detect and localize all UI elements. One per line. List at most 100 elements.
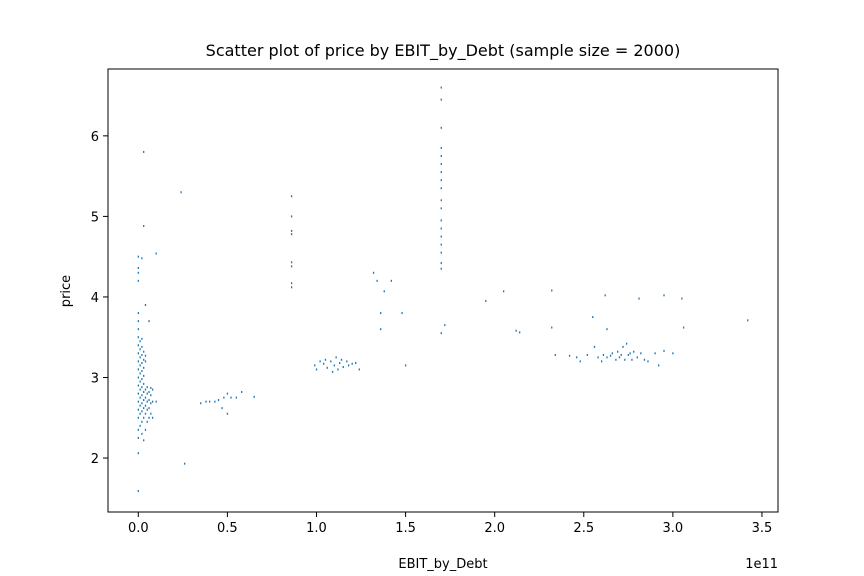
data-point — [290, 286, 293, 289]
data-point — [146, 420, 148, 423]
data-point — [624, 358, 626, 361]
data-point — [214, 400, 216, 403]
data-point — [579, 360, 581, 363]
data-point — [151, 388, 154, 391]
data-point — [141, 370, 143, 373]
data-point — [137, 352, 139, 355]
x-axis-offset-label: 1e11 — [745, 557, 778, 572]
data-point — [638, 297, 640, 300]
data-point — [602, 353, 605, 356]
data-point — [380, 328, 382, 331]
data-point — [141, 394, 143, 397]
data-point — [620, 353, 622, 356]
data-point — [137, 312, 139, 315]
data-point — [331, 370, 334, 373]
data-point — [342, 366, 344, 369]
data-point — [143, 358, 145, 361]
data-point — [151, 416, 154, 419]
data-point — [144, 354, 147, 357]
data-point — [597, 356, 599, 359]
data-point — [636, 356, 638, 359]
data-point — [600, 360, 603, 363]
data-point — [139, 364, 141, 367]
data-point — [139, 404, 141, 407]
data-point — [148, 416, 150, 419]
scatter-points — [137, 86, 749, 493]
data-point — [440, 126, 442, 129]
data-point — [144, 404, 147, 407]
data-point — [358, 368, 360, 371]
data-point — [144, 396, 147, 399]
data-point — [137, 271, 139, 274]
data-point — [143, 350, 145, 353]
data-point — [346, 360, 348, 363]
data-point — [139, 412, 141, 415]
data-point — [137, 376, 139, 379]
data-point — [290, 215, 293, 218]
data-point — [137, 428, 139, 431]
data-point — [401, 312, 403, 315]
data-point — [440, 227, 442, 230]
data-point — [146, 392, 148, 395]
x-tick-label: 0.5 — [217, 521, 238, 536]
data-point — [144, 360, 147, 363]
x-tick-label: 0.0 — [128, 521, 149, 536]
data-point — [631, 358, 633, 361]
data-point — [376, 279, 378, 282]
data-point — [205, 400, 207, 403]
x-tick-label: 1.0 — [306, 521, 327, 536]
data-point — [681, 297, 683, 300]
data-point — [137, 266, 139, 269]
data-point — [502, 290, 505, 293]
data-point — [440, 243, 442, 246]
data-point — [143, 407, 145, 410]
data-point — [440, 207, 442, 210]
data-point — [139, 388, 141, 391]
data-point — [137, 328, 139, 331]
data-point — [139, 396, 141, 399]
data-point — [440, 219, 442, 222]
data-point — [143, 374, 145, 377]
data-point — [625, 342, 628, 345]
data-point — [146, 408, 148, 411]
data-point — [137, 368, 139, 371]
data-point — [663, 349, 665, 352]
data-point — [141, 410, 143, 413]
y-axis: 2 3 4 5 6 — [91, 130, 108, 467]
data-point — [184, 462, 186, 465]
data-point — [440, 163, 442, 166]
data-point — [554, 353, 556, 356]
data-point — [137, 400, 139, 403]
data-point — [141, 353, 143, 356]
data-point — [143, 439, 145, 442]
data-point — [576, 356, 578, 359]
x-axis-label: EBIT_by_Debt — [398, 557, 487, 572]
data-point — [663, 294, 665, 297]
data-point — [390, 279, 393, 282]
data-point — [137, 490, 139, 493]
data-point — [606, 328, 608, 331]
data-point — [551, 289, 553, 292]
data-point — [440, 171, 442, 174]
data-point — [440, 154, 442, 157]
data-point — [339, 361, 341, 364]
data-point — [143, 225, 145, 228]
data-point — [440, 251, 442, 254]
data-point — [230, 396, 232, 399]
chart-title: Scatter plot of price by EBIT_by_Debt (s… — [206, 41, 681, 61]
data-point — [319, 360, 321, 363]
data-point — [150, 412, 152, 415]
data-point — [290, 195, 293, 198]
data-point — [290, 265, 293, 268]
data-point — [208, 400, 211, 403]
data-point — [340, 358, 343, 361]
y-tick-label: 4 — [91, 291, 99, 306]
y-tick-label: 3 — [91, 371, 99, 386]
data-point — [658, 364, 660, 367]
data-point — [217, 399, 220, 402]
data-point — [137, 344, 139, 347]
data-point — [440, 98, 442, 101]
data-point — [440, 187, 442, 190]
data-point — [137, 336, 139, 339]
